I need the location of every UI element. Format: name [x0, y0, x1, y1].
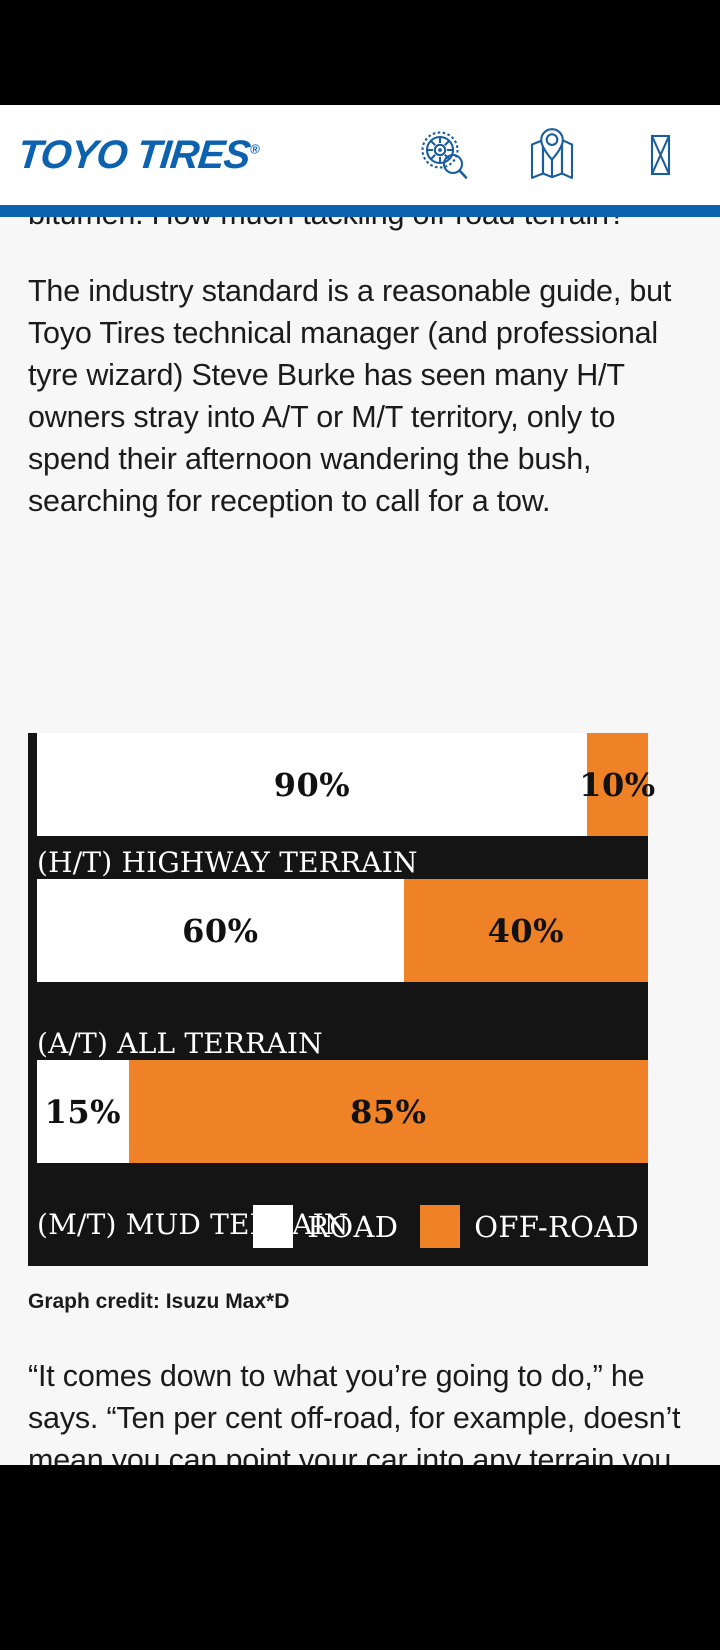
bar-segment-road: 60%	[37, 879, 404, 982]
bar-segment-road: 15%	[37, 1060, 129, 1163]
paragraph-industry-standard: The industry standard is a reasonable gu…	[28, 274, 672, 518]
header-tools	[418, 126, 698, 184]
registered-mark: ®	[249, 141, 260, 157]
browser-viewport: bitumen. How much tackling off-road terr…	[0, 105, 720, 1465]
stacked-bar-highway: 90% 10%	[37, 733, 655, 836]
brand-name: TOYO TIRES	[15, 132, 252, 177]
chart-row-highway: 90% 10% (H/T) HIGHWAY TERRAIN	[28, 733, 655, 879]
chart-category-label: (M/T) MUD TERRAIN	[37, 1208, 349, 1241]
chart-row-all-terrain: 60% 40% (A/T) ALL TERRAIN	[28, 879, 648, 1060]
bar-segment-road: 90%	[37, 733, 587, 836]
paragraph-quote: “It comes down to what you’re going to d…	[28, 1359, 681, 1465]
navigation-bar-area	[0, 1465, 720, 1650]
chart-category-label: (A/T) ALL TERRAIN	[37, 1027, 323, 1060]
article-body: bitumen. How much tackling off-road terr…	[0, 193, 720, 522]
header-accent-rule	[0, 205, 720, 217]
map-pin-icon[interactable]	[526, 126, 578, 184]
toyo-tires-logo[interactable]: TOYO TIRES®	[16, 133, 261, 178]
site-header: TOYO TIRES®	[0, 105, 720, 205]
bar-segment-offroad: 40%	[403, 879, 648, 982]
terrain-usage-chart: 90% 10% (H/T) HIGHWAY TERRAIN 60% 40% (A…	[28, 733, 655, 1266]
menu-icon[interactable]	[634, 126, 686, 184]
chart-row-mud-terrain: 15% 85% (M/T) MUD TERRAIN	[28, 1060, 648, 1241]
legend-item-offroad: OFF-ROAD	[420, 1205, 639, 1248]
stacked-bar-all-terrain: 60% 40%	[37, 879, 648, 982]
legend-item-road: ROAD	[253, 1205, 398, 1248]
bar-segment-offroad: 10%	[579, 733, 655, 836]
bar-segment-offroad: 85%	[128, 1060, 648, 1163]
graph-credit: Graph credit: Isuzu Max*D	[28, 1290, 290, 1313]
legend-swatch-offroad	[420, 1205, 461, 1248]
legend-swatch-road	[253, 1205, 294, 1248]
legend-label-offroad: OFF-ROAD	[474, 1209, 639, 1244]
legend-label-road: ROAD	[307, 1209, 399, 1244]
stacked-bar-mud-terrain: 15% 85%	[37, 1060, 648, 1163]
chart-category-label: (H/T) HIGHWAY TERRAIN	[37, 846, 418, 879]
tire-search-icon[interactable]	[418, 126, 470, 184]
status-bar-area	[0, 0, 720, 105]
chart-legend: ROAD OFF-ROAD	[253, 1205, 639, 1248]
